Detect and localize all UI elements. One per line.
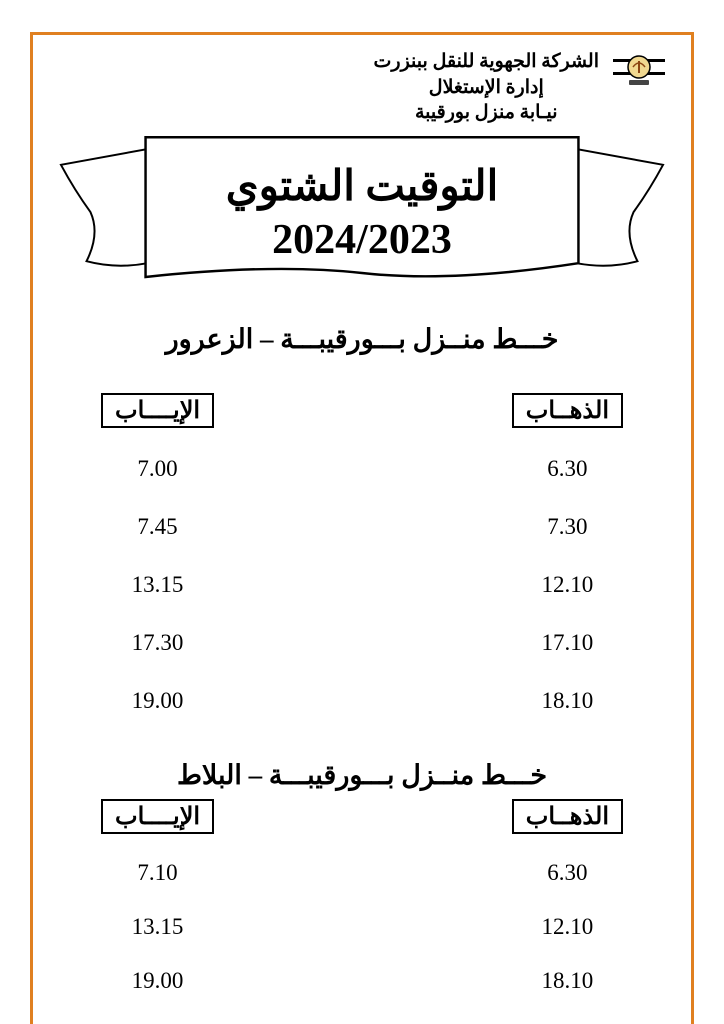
time-cell: 17.10 (542, 630, 594, 656)
banner-title-line2: 2024/2023 (272, 214, 452, 267)
time-cell: 7.30 (547, 514, 587, 540)
return-header: الإيــــاب (101, 799, 214, 834)
time-cell: 19.00 (132, 968, 184, 994)
header-line2: إدارة الإستغلال (374, 75, 599, 101)
time-cell: 12.10 (542, 914, 594, 940)
route2-depart-col: الذهــاب 6.30 12.10 18.10 (512, 799, 623, 1022)
time-cell: 13.15 (132, 572, 184, 598)
time-cell: 7.10 (137, 860, 177, 886)
route1-columns: الإيــــاب 7.00 7.45 13.15 17.30 19.00 ا… (57, 393, 667, 746)
time-cell: 7.45 (137, 514, 177, 540)
route2-columns: الإيــــاب 7.10 13.15 19.00 الذهــاب 6.3… (57, 799, 667, 1022)
company-logo-icon (611, 47, 667, 91)
header-row: الشركة الجهوية للنقل ببنزرت إدارة الإستغ… (57, 49, 667, 126)
title-banner: التوقيت الشتوي 2024/2023 (57, 134, 667, 294)
route2-return-col: الإيــــاب 7.10 13.15 19.00 (101, 799, 214, 1022)
header-line1: الشركة الجهوية للنقل ببنزرت (374, 49, 599, 75)
time-cell: 6.30 (547, 860, 587, 886)
time-cell: 18.10 (542, 688, 594, 714)
time-cell: 12.10 (542, 572, 594, 598)
time-cell: 18.10 (542, 968, 594, 994)
time-cell: 13.15 (132, 914, 184, 940)
route2-title: خـــط منــزل بـــورقيبـــة ‒ البلاط (57, 760, 667, 791)
header-text-block: الشركة الجهوية للنقل ببنزرت إدارة الإستغ… (374, 49, 599, 126)
time-cell: 6.30 (547, 456, 587, 482)
depart-header: الذهــاب (512, 799, 623, 834)
route1-title: خـــط منــزل بـــورقيبـــة ‒ الزعرور (57, 324, 667, 355)
route1-depart-col: الذهــاب 6.30 7.30 12.10 17.10 18.10 (512, 393, 623, 746)
return-header: الإيــــاب (101, 393, 214, 428)
header-line3: نيـابة منزل بورقيبة (374, 100, 599, 126)
time-cell: 19.00 (132, 688, 184, 714)
banner-title-text: التوقيت الشتوي 2024/2023 (57, 134, 667, 294)
route1-return-col: الإيــــاب 7.00 7.45 13.15 17.30 19.00 (101, 393, 214, 746)
document-frame: الشركة الجهوية للنقل ببنزرت إدارة الإستغ… (30, 32, 694, 1024)
depart-header: الذهــاب (512, 393, 623, 428)
time-cell: 7.00 (137, 456, 177, 482)
banner-title-line1: التوقيت الشتوي (226, 161, 499, 214)
time-cell: 17.30 (132, 630, 184, 656)
